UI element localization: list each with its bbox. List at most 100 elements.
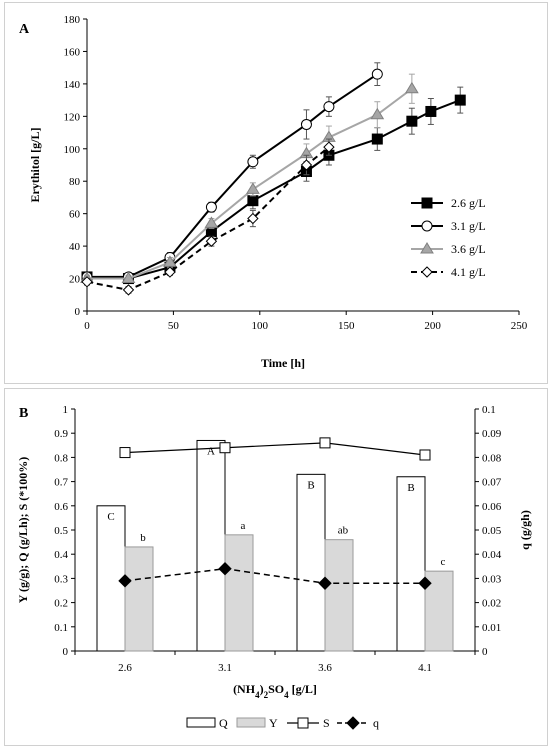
x-axis-title: Time [h]: [261, 356, 305, 370]
bar-q: [296, 473, 326, 652]
series-line: [86, 146, 330, 291]
data-point: [81, 276, 93, 288]
y-tick-label: 60: [69, 209, 81, 221]
bar-q-significance-label: A: [207, 445, 215, 457]
legend-q-label: Q: [219, 716, 228, 730]
bar-y: [324, 539, 354, 652]
category-label: 4.1: [418, 662, 432, 674]
left-tick-label: 0.3: [54, 573, 68, 585]
series-s-line: [124, 442, 426, 456]
y-tick-label: 100: [64, 144, 81, 156]
data-point: [371, 133, 383, 145]
data-point: [406, 115, 418, 127]
data-point: [425, 105, 437, 117]
legend-y-label: Y: [269, 716, 278, 730]
y-tick-label: 40: [69, 241, 81, 253]
panel-b-letter: B: [19, 406, 28, 421]
data-point: [300, 118, 312, 130]
legend-marker: [421, 197, 433, 209]
bar-y-significance-label: a: [241, 520, 246, 532]
left-tick-label: 1: [63, 404, 69, 416]
data-point: [246, 182, 260, 194]
right-tick-label: 0.08: [482, 452, 502, 464]
legend-marker: [420, 242, 434, 254]
legend-q-swatch: [186, 717, 216, 728]
left-tick-label: 0.2: [54, 598, 68, 610]
left-tick-label: 0.5: [54, 525, 68, 537]
data-point: [454, 94, 466, 106]
legend-s-label: S: [323, 716, 330, 730]
y-tick-label: 180: [64, 14, 81, 26]
right-tick-label: 0.09: [482, 428, 502, 440]
series-2: [80, 73, 419, 284]
series-q-point: [418, 576, 432, 590]
data-point: [122, 284, 135, 296]
legend-label: 3.6 g/L: [451, 242, 486, 256]
left-y-axis-title: Y (g/g); Q (g/Lh); S (*100%): [16, 457, 30, 604]
bar-q: [396, 476, 426, 652]
x-tick-label: 250: [511, 320, 528, 332]
series-3: [81, 138, 335, 296]
data-point: [204, 216, 219, 228]
legend-marker: [421, 220, 433, 232]
series-q-point: [118, 574, 132, 588]
category-label: 2.6: [118, 662, 132, 674]
y-tick-label: 0: [75, 306, 81, 318]
right-tick-label: 0.1: [482, 404, 496, 416]
y-tick-label: 20: [69, 274, 81, 286]
data-point: [370, 107, 385, 120]
data-point: [247, 195, 259, 207]
x-tick-label: 0: [84, 320, 90, 332]
y-tick-label: 160: [64, 46, 81, 58]
data-point: [205, 201, 217, 213]
left-tick-label: 0.1: [54, 622, 68, 634]
right-y-axis-title: q (g/gh): [518, 510, 532, 550]
series-q-point: [318, 576, 332, 590]
data-point: [205, 235, 218, 247]
y-tick-label: 80: [69, 176, 81, 188]
data-point: [404, 81, 419, 94]
panel-a-chart: A 0 20 40 60 80 100 120 140 160 180 0 50 100 150 200 250…: [4, 2, 548, 384]
bar-q: [196, 439, 226, 652]
series-1: [81, 62, 383, 283]
series-s-point: [119, 447, 131, 459]
right-tick-label: 0: [482, 646, 488, 658]
erythritol-line-chart: A 0 20 40 60 80 100 120 140 160 180 0 50 100 150 200 250…: [19, 14, 528, 370]
bar-q: [96, 505, 126, 652]
data-point: [247, 156, 259, 168]
legend-label: 4.1 g/L: [451, 265, 486, 279]
legend-y-swatch: [236, 717, 266, 728]
data-point: [163, 255, 177, 267]
series-q-line: [124, 567, 425, 584]
left-tick-label: 0.7: [54, 477, 68, 489]
data-point: [323, 141, 335, 153]
right-tick-label: 0.02: [482, 598, 501, 610]
bar-y: [124, 546, 154, 652]
right-tick-label: 0.07: [482, 477, 502, 489]
series-s-point: [319, 437, 331, 449]
panel-b-chart: B 0 0.1 0.2 0.3 0.4 0.5 0.6 0.7 0.8 0.9 1 0 0.01 0.02 0…: [4, 388, 548, 746]
series-s-point: [219, 442, 231, 454]
yield-productivity-bar-chart: B 0 0.1 0.2 0.3 0.4 0.5 0.6 0.7 0.8 0.9 1 0 0.01 0.02 0…: [16, 404, 532, 730]
bar-q-significance-label: C: [107, 511, 114, 523]
series-q-point: [218, 562, 232, 576]
data-point: [247, 212, 259, 225]
series-line: [86, 99, 461, 280]
series-s-point: [419, 449, 431, 461]
legend-marker: [421, 266, 433, 278]
data-point: [164, 266, 176, 278]
left-tick-label: 0.4: [54, 549, 68, 561]
legend-q-rate-label: q: [373, 716, 379, 730]
right-tick-label: 0.04: [482, 549, 502, 561]
right-tick-label: 0.01: [482, 622, 501, 634]
x-axis-title: (NH4)2SO4 [g/L]: [233, 682, 317, 700]
legend-label: 3.1 g/L: [451, 219, 486, 233]
bar-y-significance-label: c: [441, 556, 446, 568]
legend-label: 2.6 g/L: [451, 196, 486, 210]
data-point: [121, 271, 136, 284]
bar-q-significance-label: B: [407, 482, 414, 494]
x-tick-label: 200: [424, 320, 441, 332]
left-tick-label: 0.9: [54, 428, 68, 440]
x-tick-label: 150: [338, 320, 355, 332]
right-tick-label: 0.05: [482, 525, 502, 537]
